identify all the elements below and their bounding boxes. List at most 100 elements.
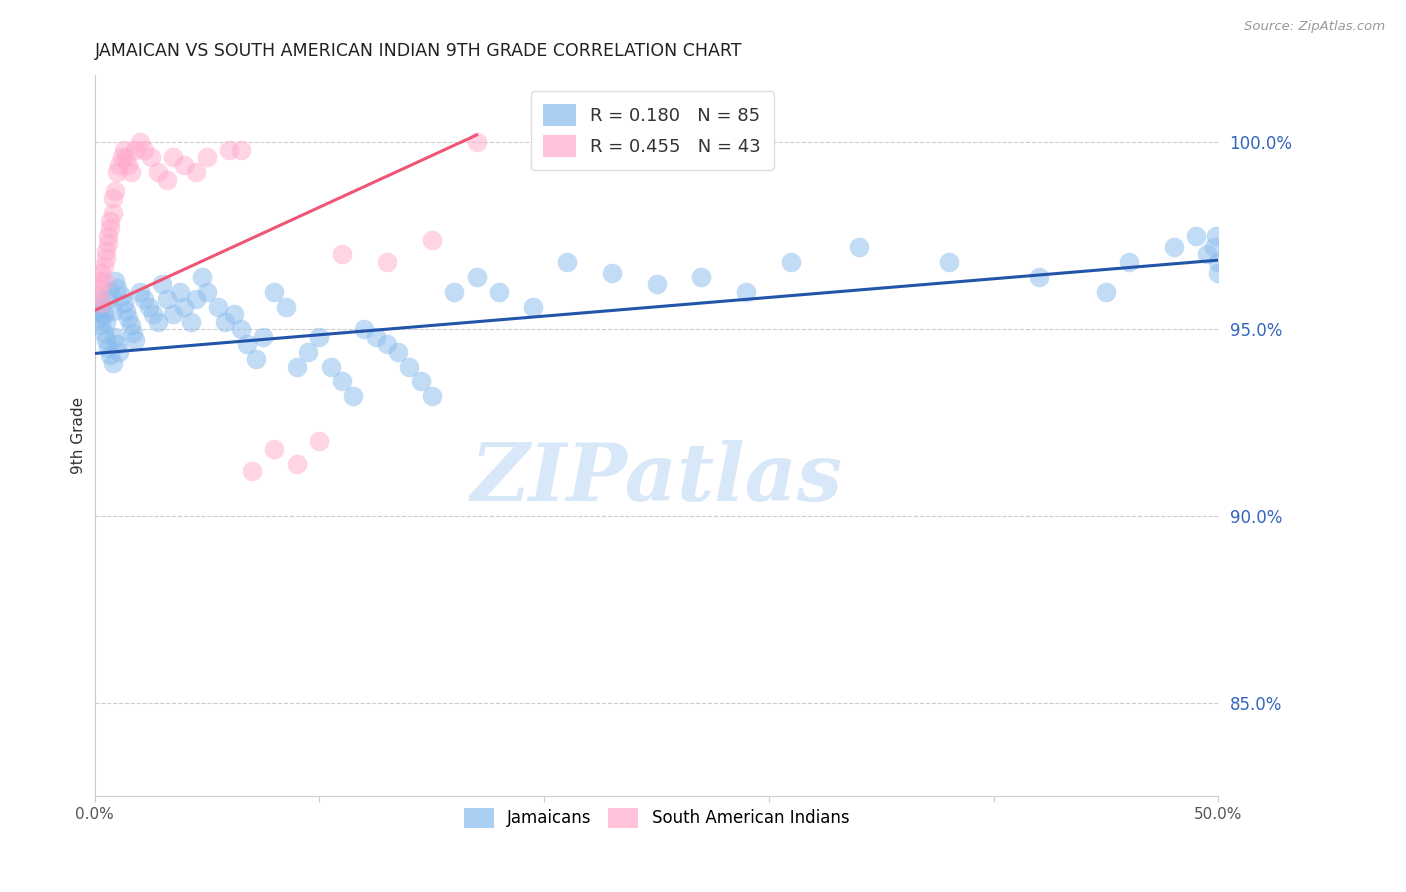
Point — [87, 310, 110, 325]
Point — [173, 300, 195, 314]
Point — [236, 337, 259, 351]
Point — [375, 255, 398, 269]
Point — [94, 244, 117, 258]
Point — [222, 307, 245, 321]
Point — [409, 375, 432, 389]
Point — [465, 136, 488, 150]
Point — [1208, 266, 1230, 280]
Point — [1197, 247, 1219, 261]
Point — [252, 329, 274, 343]
Point — [105, 165, 128, 179]
Point — [162, 150, 184, 164]
Text: JAMAICAN VS SOUTH AMERICAN INDIAN 9TH GRADE CORRELATION CHART: JAMAICAN VS SOUTH AMERICAN INDIAN 9TH GR… — [94, 42, 742, 60]
Point — [218, 143, 240, 157]
Point — [214, 315, 236, 329]
Text: Source: ZipAtlas.com: Source: ZipAtlas.com — [1244, 20, 1385, 33]
Point — [120, 165, 142, 179]
Point — [420, 233, 443, 247]
Point — [555, 255, 578, 269]
Point — [645, 277, 668, 292]
Point — [105, 281, 128, 295]
Point — [465, 269, 488, 284]
Point — [207, 300, 229, 314]
Point — [138, 300, 160, 314]
Point — [162, 307, 184, 321]
Point — [155, 173, 177, 187]
Point — [110, 288, 132, 302]
Point — [93, 326, 115, 340]
Point — [117, 158, 139, 172]
Point — [180, 315, 202, 329]
Point — [169, 285, 191, 299]
Point — [101, 191, 124, 205]
Point — [195, 285, 218, 299]
Point — [94, 315, 117, 329]
Point — [195, 150, 218, 164]
Point — [398, 359, 420, 374]
Point — [98, 214, 121, 228]
Point — [1028, 269, 1050, 284]
Point — [387, 344, 409, 359]
Point — [1163, 240, 1185, 254]
Point — [115, 150, 138, 164]
Point — [90, 266, 112, 280]
Point — [184, 165, 207, 179]
Point — [139, 150, 162, 164]
Point — [240, 464, 263, 478]
Point — [104, 184, 127, 198]
Point — [97, 228, 120, 243]
Point — [443, 285, 465, 299]
Point — [93, 274, 115, 288]
Point — [488, 285, 510, 299]
Point — [94, 334, 117, 348]
Point — [690, 269, 713, 284]
Y-axis label: 9th Grade: 9th Grade — [72, 397, 86, 475]
Point — [375, 337, 398, 351]
Point — [274, 300, 297, 314]
Point — [132, 143, 155, 157]
Point — [263, 285, 285, 299]
Point — [128, 285, 150, 299]
Point — [98, 285, 121, 299]
Point — [364, 329, 387, 343]
Point — [101, 303, 124, 318]
Point — [245, 352, 267, 367]
Point — [184, 293, 207, 307]
Point — [420, 389, 443, 403]
Point — [297, 344, 319, 359]
Point — [87, 293, 110, 307]
Point — [128, 136, 150, 150]
Point — [86, 303, 108, 318]
Point — [120, 318, 142, 333]
Point — [173, 158, 195, 172]
Point — [735, 285, 758, 299]
Point — [155, 293, 177, 307]
Point — [124, 334, 146, 348]
Point — [191, 269, 214, 284]
Point — [848, 240, 870, 254]
Point — [94, 251, 117, 265]
Point — [146, 315, 169, 329]
Point — [142, 307, 165, 321]
Point — [104, 329, 127, 343]
Point — [330, 375, 353, 389]
Point — [101, 206, 124, 220]
Point — [108, 344, 131, 359]
Point — [780, 255, 803, 269]
Point — [87, 274, 110, 288]
Point — [132, 293, 155, 307]
Point — [93, 307, 115, 321]
Point — [86, 281, 108, 295]
Point — [104, 274, 127, 288]
Point — [1208, 255, 1230, 269]
Point — [938, 255, 960, 269]
Point — [285, 359, 308, 374]
Point — [108, 158, 131, 172]
Point — [229, 322, 252, 336]
Text: ZIPatlas: ZIPatlas — [471, 440, 842, 517]
Point — [522, 300, 544, 314]
Point — [117, 310, 139, 325]
Point — [150, 277, 173, 292]
Point — [1185, 228, 1208, 243]
Point — [308, 329, 330, 343]
